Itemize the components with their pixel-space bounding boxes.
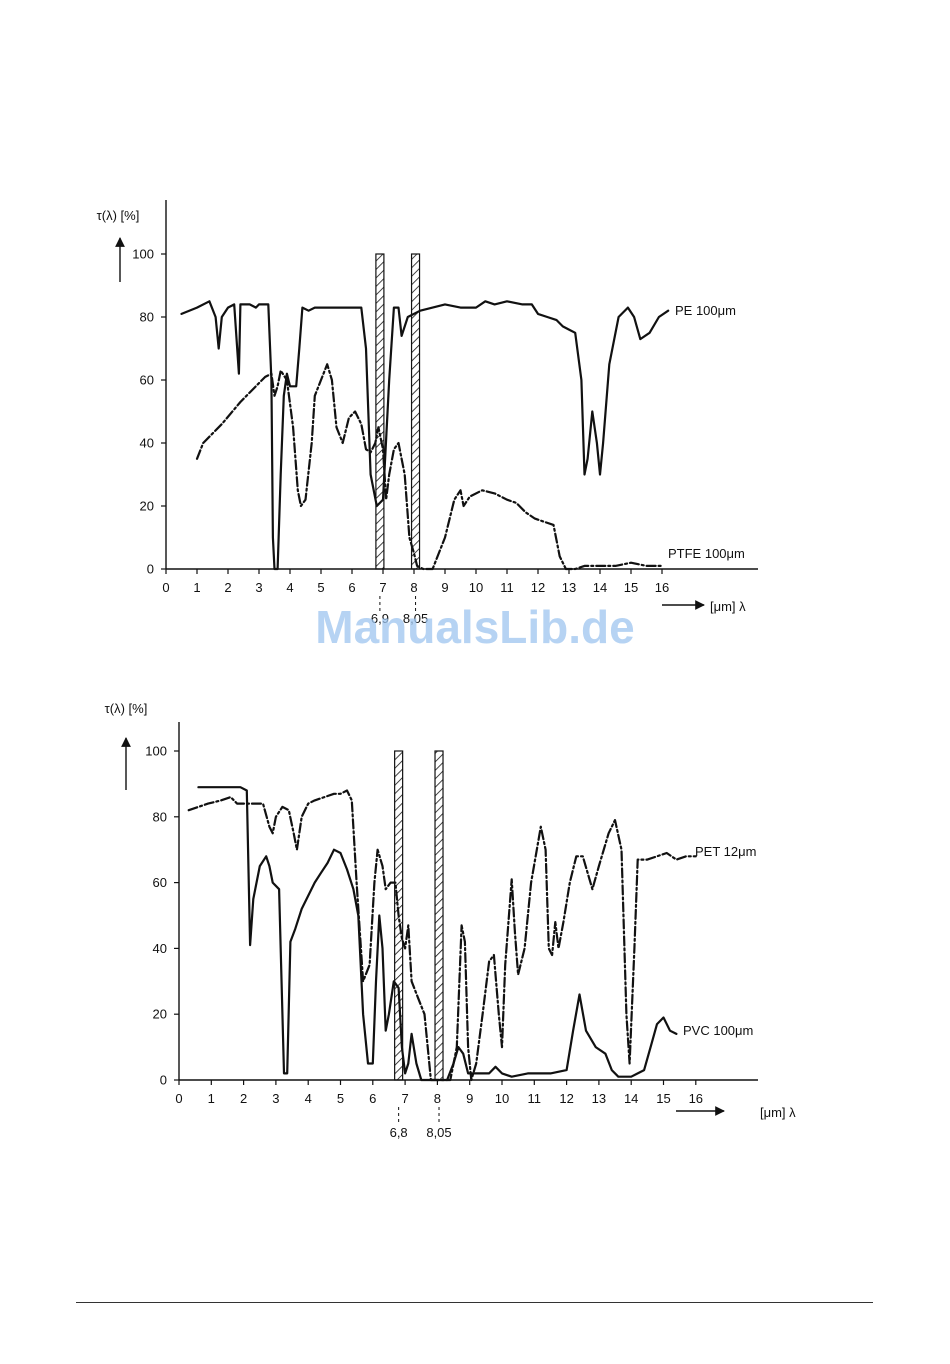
x-tick-label: 5 — [337, 1091, 344, 1106]
series-label-2: PTFE 100μm — [668, 546, 745, 561]
y-tick-label: 0 — [147, 562, 154, 577]
y-tick-label: 40 — [140, 436, 154, 451]
x-tick-label: 13 — [592, 1091, 606, 1106]
x-tick-label: 0 — [175, 1091, 182, 1106]
x-tick-label: 9 — [466, 1091, 473, 1106]
marker-label: 6,8 — [390, 1125, 408, 1140]
y-tick-label: 80 — [140, 310, 154, 325]
footer-rule — [76, 1302, 873, 1303]
series-line-1 — [180, 300, 670, 571]
x-tick-label: 7 — [379, 580, 386, 595]
x-tick-label: 6 — [369, 1091, 376, 1106]
x-tick-label: 0 — [162, 580, 169, 595]
y-tick-label: 100 — [132, 247, 154, 262]
y-axis-label: τ(λ) [%] — [105, 701, 148, 716]
x-tick-label: 1 — [208, 1091, 215, 1106]
x-tick-label: 8 — [434, 1091, 441, 1106]
y-tick-label: 20 — [153, 1007, 167, 1022]
x-tick-label: 2 — [224, 580, 231, 595]
x-tick-label: 1 — [193, 580, 200, 595]
series-label-1: PE 100μm — [675, 303, 736, 318]
x-tick-label: 3 — [255, 580, 262, 595]
x-tick-label: 15 — [656, 1091, 670, 1106]
x-tick-label: 3 — [272, 1091, 279, 1106]
x-tick-label: 10 — [495, 1091, 509, 1106]
x-tick-label: 16 — [689, 1091, 703, 1106]
x-tick-label: 4 — [305, 1091, 312, 1106]
x-tick-label: 14 — [624, 1091, 638, 1106]
filter-band-2 — [434, 750, 444, 1081]
y-tick-label: 60 — [140, 373, 154, 388]
marker-label: 8,05 — [403, 611, 428, 626]
marker-label: 6,9 — [371, 611, 389, 626]
x-tick-label: 8 — [410, 580, 417, 595]
marker-label: 8,05 — [426, 1125, 451, 1140]
y-tick-label: 20 — [140, 499, 154, 514]
series-label-2: PVC 100μm — [683, 1023, 753, 1038]
x-tick-label: 6 — [348, 580, 355, 595]
x-tick-label: 12 — [559, 1091, 573, 1106]
x-tick-label: 13 — [562, 580, 576, 595]
y-tick-label: 40 — [153, 941, 167, 956]
x-tick-label: 5 — [317, 580, 324, 595]
series-line-2 — [195, 363, 664, 571]
y-axis-label: τ(λ) [%] — [97, 208, 140, 223]
x-tick-label: 12 — [531, 580, 545, 595]
y-tick-label: 100 — [145, 744, 167, 759]
watermark-text: ManualsLib.de — [315, 601, 634, 653]
x-tick-label: 2 — [240, 1091, 247, 1106]
x-tick-label: 10 — [469, 580, 483, 595]
y-tick-label: 80 — [153, 809, 167, 824]
filter-band-2 — [410, 253, 421, 570]
x-tick-label: 15 — [624, 580, 638, 595]
x-tick-label: 16 — [655, 580, 669, 595]
y-tick-label: 0 — [160, 1073, 167, 1088]
series-line-2 — [197, 786, 678, 1082]
x-axis-label: [μm] λ — [760, 1105, 796, 1120]
x-tick-label: 7 — [401, 1091, 408, 1106]
y-tick-label: 60 — [153, 875, 167, 890]
x-tick-label: 11 — [500, 580, 514, 595]
x-tick-label: 14 — [593, 580, 607, 595]
filter-band-1 — [375, 253, 385, 570]
x-tick-label: 11 — [528, 1091, 542, 1106]
x-axis-label: [μm] λ — [710, 599, 746, 614]
x-tick-label: 9 — [441, 580, 448, 595]
series-label-1: PET 12μm — [695, 844, 756, 859]
x-tick-label: 4 — [286, 580, 293, 595]
